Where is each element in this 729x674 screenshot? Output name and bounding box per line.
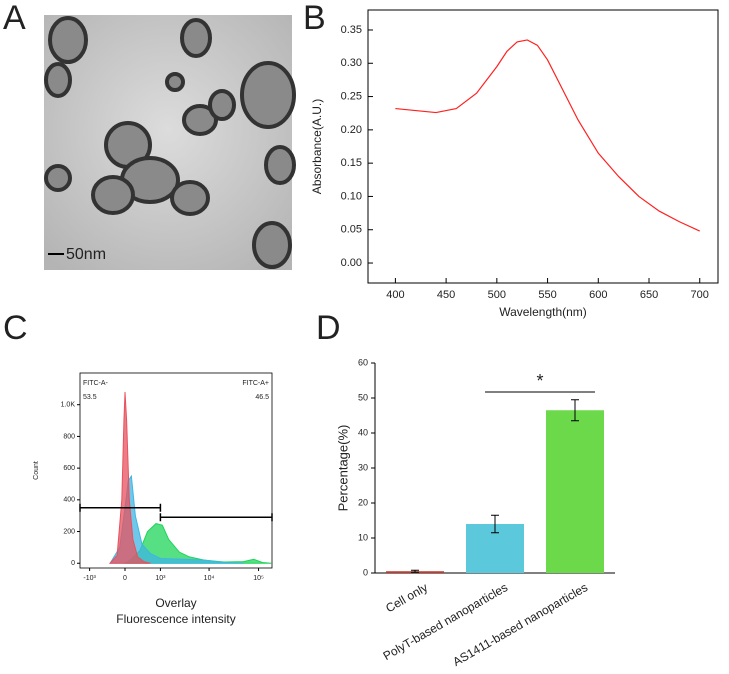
axes-frame — [79, 372, 273, 569]
x-tick-label: 600 — [589, 289, 607, 301]
gate-name: FITC-A+ — [242, 380, 269, 387]
gate-name: FITC-A- — [83, 380, 109, 387]
bar — [546, 410, 604, 573]
x-tick-label: 500 — [488, 289, 506, 301]
x-tick-label: 450 — [437, 289, 455, 301]
x-tick-label: 650 — [640, 289, 658, 301]
x-tick-label: -10³ — [83, 575, 96, 582]
y-tick-label: 200 — [63, 528, 75, 535]
gate — [159, 513, 273, 522]
y-tick-label: 0.00 — [341, 257, 362, 269]
y-tick-label: 0.35 — [341, 24, 362, 36]
x-tick-label: 10⁴ — [204, 575, 215, 582]
x-axis-label: Overlay — [155, 596, 196, 610]
y-tick-label: 30 — [358, 462, 368, 472]
y-tick-label: 50 — [358, 392, 368, 402]
x-axis-label: Fluorescence intensity — [116, 612, 235, 626]
axes-frame — [367, 9, 719, 284]
x-tick-label: 0 — [123, 575, 127, 582]
gate-percent: 46.5 — [255, 394, 269, 401]
scale-label: 50nm — [66, 246, 106, 263]
error-bar — [571, 399, 579, 422]
y-tick-label: 60 — [358, 357, 368, 367]
error-bar — [491, 514, 499, 534]
x-tick-label: 700 — [691, 289, 709, 301]
y-tick-label: 0.20 — [341, 124, 362, 136]
y-tick-label: 0.30 — [341, 57, 362, 69]
gate-percent: 53.5 — [83, 394, 97, 401]
panel-label: B — [303, 0, 326, 37]
y-tick-label: 0 — [363, 567, 368, 577]
significance-label: * — [536, 371, 543, 391]
y-tick-label: 40 — [358, 427, 368, 437]
x-tick-label: 550 — [538, 289, 556, 301]
y-tick-label: 0.25 — [341, 90, 362, 102]
x-tick-label: Cell only — [383, 580, 430, 615]
y-tick-label: 400 — [63, 497, 75, 504]
x-tick-label: 10⁵ — [253, 575, 264, 582]
error-bar — [411, 569, 419, 573]
y-tick-label: 20 — [358, 497, 368, 507]
y-tick-label: 800 — [63, 433, 75, 440]
panel-label: A — [3, 0, 26, 37]
x-tick-label: 400 — [386, 289, 404, 301]
y-tick-label: 10 — [358, 532, 368, 542]
x-tick-label: AS1411-based nanoparticles — [450, 580, 590, 669]
y-tick-label: 0 — [71, 560, 75, 567]
absorbance-line — [395, 39, 700, 232]
y-tick-label: 0.10 — [341, 190, 362, 202]
tem-image: 50nm — [44, 15, 296, 270]
histogram-area — [123, 523, 272, 564]
y-tick-label: 0.05 — [341, 224, 362, 236]
y-axis-label: Count — [33, 461, 40, 480]
histogram-area — [109, 391, 151, 564]
y-tick-label: 600 — [63, 465, 75, 472]
y-tick-label: 0.15 — [341, 157, 362, 169]
y-tick-label: 1.0K — [61, 402, 76, 409]
gate — [79, 503, 162, 512]
y-axis-label: Absorbance(A.U.) — [310, 99, 324, 194]
panel-label: C — [3, 309, 28, 347]
x-axis-label: Wavelength(nm) — [499, 305, 587, 319]
x-tick-label: 10³ — [155, 575, 166, 582]
panel-label: D — [316, 309, 341, 347]
y-axis-label: Percentage(%) — [335, 425, 350, 512]
